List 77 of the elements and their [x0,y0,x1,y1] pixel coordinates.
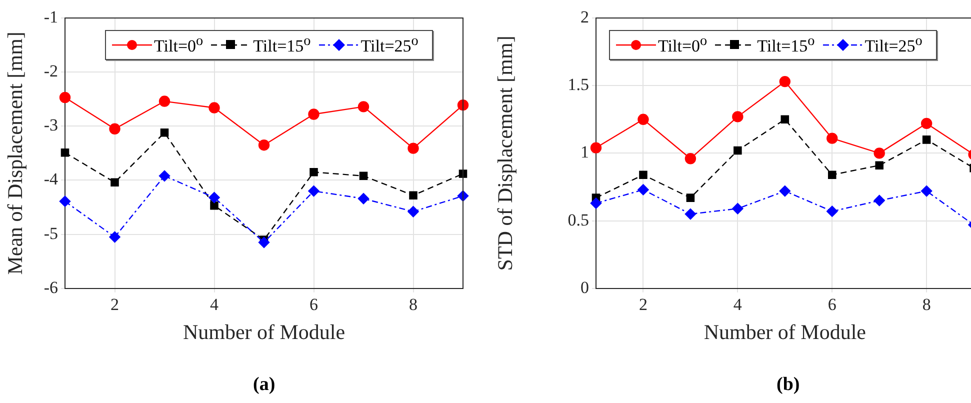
y-axis-title: Mean of Displacement [mm] [3,32,28,275]
point [780,115,790,124]
point [826,206,838,217]
point [639,170,648,179]
y-tick-label: -5 [44,224,58,243]
x-axis-title: Number of Module [182,320,346,344]
point [60,148,70,157]
y-tick-label: 1 [580,142,589,162]
point [732,111,744,122]
point [158,170,170,182]
point [208,192,220,204]
point [308,185,320,197]
point [920,118,932,130]
legend-label: Tilt=0$^{o}$ [658,33,708,57]
point [638,184,649,196]
y-tick-label: -2 [44,62,58,81]
point [310,168,318,176]
point [59,92,71,104]
y-tick-label: 1.5 [568,75,589,94]
y-tick-label: -6 [44,278,58,297]
point [875,161,884,170]
point [208,102,220,114]
point [779,185,790,197]
point [359,172,368,180]
point [734,146,742,155]
point [308,108,320,120]
point [408,142,419,154]
point [920,185,932,197]
point [408,206,419,218]
point [590,142,602,154]
x-tick-label: 2 [638,295,648,314]
x-tick-label: 2 [110,295,119,314]
x-tick-label: 6 [310,295,318,314]
y-tick-label: 2 [580,7,589,26]
y-tick-label: -3 [44,116,58,135]
point [258,236,270,248]
x-tick-label: 6 [828,295,836,314]
y-tick-label: -4 [44,170,58,189]
point [409,191,418,200]
legend-label: Tilt=0$^{o}$ [154,33,204,57]
point [922,136,931,144]
y-tick-label: 0.5 [568,210,589,230]
point [109,231,120,243]
point [779,76,790,88]
point [110,178,119,187]
text: (b) [776,374,800,396]
point [358,193,370,204]
y-tick-label: -1 [44,7,58,26]
y-tick-label: 0 [580,278,589,297]
point [59,196,71,207]
legend-label: Tilt=15$^{o}$ [757,33,815,57]
point [828,170,836,179]
legend-label: Tilt=25$^{o}$ [360,33,418,57]
point [826,132,838,144]
x-tick-label: 8 [922,295,931,314]
point [158,96,170,107]
x-axis-title: Number of Module [704,320,866,344]
point [109,123,120,134]
point [358,101,370,112]
point [684,153,696,164]
text: (a) [253,374,276,396]
point [686,194,695,202]
point [590,198,602,209]
point [258,139,270,151]
point [732,203,744,214]
y-axis-title: STD of Displacement [mm] [493,36,518,271]
legend-label: Tilt=15$^{o}$ [253,33,311,57]
point [210,202,218,210]
x-tick-label: 8 [409,295,418,314]
point [874,148,885,159]
point [874,194,885,206]
x-tick-label: 4 [733,295,742,314]
point [638,114,649,125]
point [160,128,169,137]
legend-label: Tilt=25$^{o}$ [864,33,922,57]
x-tick-label: 4 [210,295,219,314]
point [684,208,696,220]
